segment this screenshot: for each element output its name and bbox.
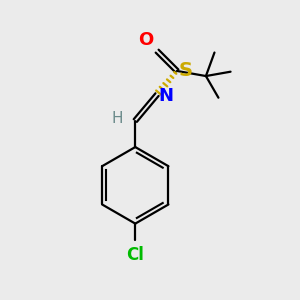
Text: S: S — [178, 61, 192, 80]
Text: Cl: Cl — [126, 246, 144, 264]
Text: N: N — [159, 87, 174, 105]
Text: H: H — [111, 111, 123, 126]
Text: O: O — [138, 31, 154, 49]
